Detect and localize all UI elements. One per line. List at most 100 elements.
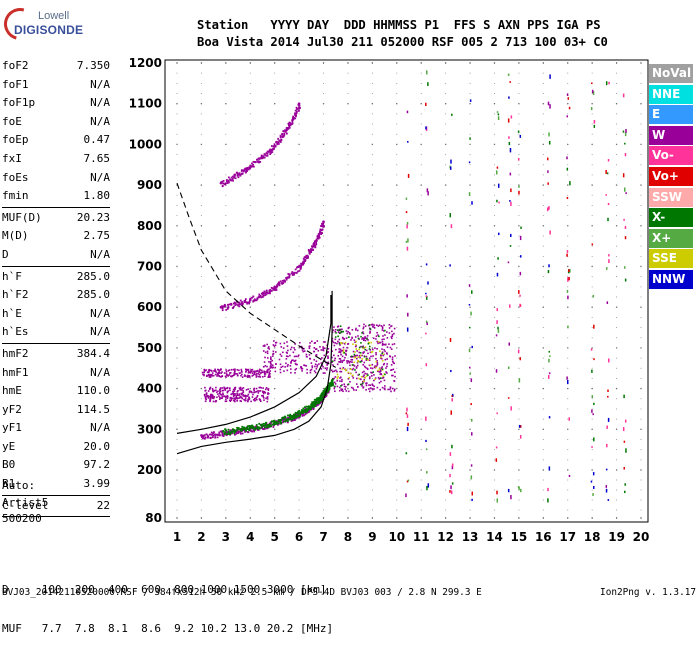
echo-point — [518, 486, 520, 491]
echo-point — [451, 113, 453, 116]
echo-point — [263, 361, 266, 363]
echo-point — [234, 369, 236, 372]
trace-point — [304, 409, 307, 412]
grid-dot — [200, 103, 202, 105]
grid-dot — [518, 266, 520, 267]
trace-point — [289, 413, 292, 416]
grid-dot — [371, 489, 373, 491]
grid-dot — [493, 245, 495, 247]
grid-dot — [176, 347, 178, 349]
echo-point — [203, 394, 206, 396]
grid-dot — [420, 286, 422, 288]
echo-point — [362, 375, 365, 378]
grid-dot — [469, 408, 471, 410]
grid-dot — [225, 164, 227, 166]
grid-dot — [445, 408, 447, 410]
echo-point — [219, 396, 221, 399]
echo-point — [426, 322, 428, 326]
echo-point — [592, 472, 595, 476]
trace-point — [313, 402, 316, 405]
echo-point — [624, 187, 626, 192]
grid-dot — [371, 123, 373, 125]
echo-point — [282, 351, 284, 354]
grid-dot — [396, 337, 398, 339]
echo-point — [335, 369, 337, 372]
trace-point — [230, 429, 233, 432]
echo-point — [243, 398, 245, 401]
echo-point — [251, 372, 254, 374]
echo-point — [342, 351, 345, 353]
grid-dot — [542, 408, 544, 410]
trace-point — [277, 419, 280, 422]
trace-point — [238, 301, 241, 304]
echo-point — [363, 351, 365, 353]
param-name: fxI — [2, 151, 22, 165]
echo-point — [566, 115, 568, 118]
grid-dot — [616, 479, 618, 481]
trace-point — [288, 121, 291, 124]
trace-point — [281, 416, 284, 419]
echo-point — [330, 369, 333, 372]
echo-point — [354, 355, 357, 357]
trace-point — [268, 425, 271, 428]
echo-point — [361, 346, 364, 348]
echo-point — [334, 376, 337, 378]
echo-point — [331, 370, 334, 373]
grid-dot — [542, 215, 544, 217]
echo-point — [253, 391, 255, 394]
param-separator — [2, 516, 110, 518]
echo-point — [315, 360, 318, 363]
grid-dot — [200, 194, 202, 196]
echo-point — [389, 388, 391, 391]
trace-point — [221, 307, 224, 310]
trace-point — [222, 182, 225, 185]
echo-point — [301, 349, 304, 351]
echo-point — [405, 452, 408, 455]
echo-point — [382, 335, 384, 337]
echo-point — [240, 374, 242, 377]
echo-point — [206, 374, 208, 377]
echo-point — [377, 369, 379, 372]
grid-dot — [396, 62, 398, 64]
trace-point — [331, 381, 334, 384]
echo-point — [238, 372, 241, 375]
echo-point — [381, 342, 384, 345]
trace-point — [239, 431, 242, 434]
grid-dot — [225, 82, 227, 84]
grid-dot — [420, 388, 422, 390]
echo-point — [357, 335, 359, 337]
grid-dot — [493, 123, 495, 125]
trace-point — [221, 180, 224, 183]
echo-point — [298, 341, 301, 344]
echo-point — [547, 170, 549, 173]
legend-item: SSW — [649, 187, 693, 207]
echo-point — [346, 346, 348, 349]
echo-point — [355, 367, 358, 369]
echo-point — [390, 336, 393, 338]
grid-dot — [518, 367, 520, 369]
grid-dot — [640, 438, 642, 440]
echo-point — [360, 335, 362, 338]
echo-point — [357, 337, 360, 340]
grid-dot — [249, 517, 251, 519]
grid-dot — [518, 174, 520, 176]
echo-point — [568, 269, 570, 273]
echo-point — [213, 389, 216, 392]
trace-point — [216, 433, 219, 436]
grid-dot — [225, 266, 227, 267]
grid-dot — [518, 316, 520, 318]
grid-dot — [176, 245, 178, 247]
trace-point — [238, 428, 240, 431]
trace-point — [304, 406, 306, 409]
echo-point — [382, 354, 384, 357]
grid-dot — [371, 164, 373, 166]
param-value: 285.0 — [76, 288, 110, 302]
grid-dot — [445, 133, 447, 135]
echo-point — [354, 356, 357, 359]
grid-dot — [469, 499, 471, 501]
echo-point — [218, 370, 220, 372]
echo-point — [279, 371, 282, 374]
trace-point — [313, 404, 316, 407]
echo-point — [232, 399, 235, 402]
echo-point — [343, 338, 345, 340]
